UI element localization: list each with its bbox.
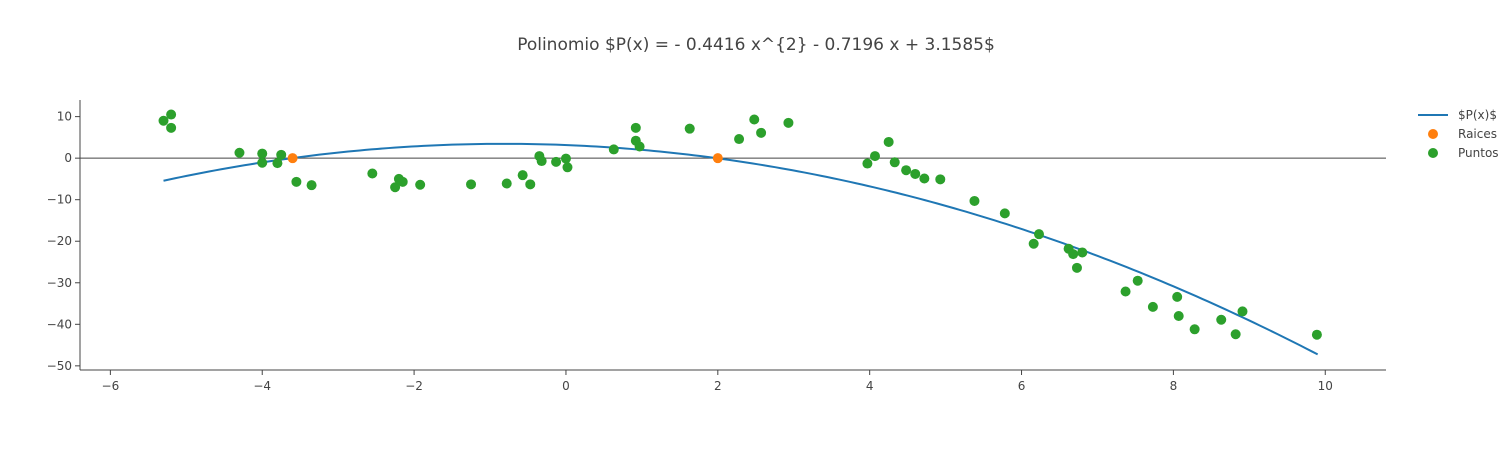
data-point (756, 127, 767, 138)
data-point (1120, 286, 1131, 297)
y-tick-label: 10 (57, 110, 72, 124)
data-point (1077, 247, 1088, 258)
data-point (166, 109, 177, 120)
data-point (684, 123, 695, 134)
data-point (889, 157, 900, 168)
x-tick-label: 2 (714, 379, 722, 393)
data-point (883, 136, 894, 147)
data-point (869, 151, 880, 162)
data-point (257, 148, 268, 159)
data-point (257, 157, 268, 168)
data-point (234, 147, 245, 158)
x-tick-label: −2 (405, 379, 423, 393)
data-point (1147, 301, 1158, 312)
x-tick-label: 10 (1318, 379, 1333, 393)
data-point (935, 174, 946, 185)
data-point (1071, 262, 1082, 273)
data-point (1237, 306, 1248, 317)
data-point (158, 115, 169, 126)
data-point (1068, 249, 1079, 260)
legend-item-label[interactable]: Puntos (1458, 146, 1499, 160)
data-point (415, 179, 426, 190)
y-tick-label: 0 (64, 151, 72, 165)
data-point (276, 149, 287, 160)
legend-marker-swatch[interactable] (1428, 129, 1438, 139)
y-tick-label: −30 (47, 276, 72, 290)
data-point (272, 158, 283, 169)
root-point (287, 153, 298, 164)
y-tick-label: −20 (47, 234, 72, 248)
legend-item-label[interactable]: Raices (1458, 127, 1497, 141)
x-tick-label: −6 (102, 379, 120, 393)
data-point (367, 168, 378, 179)
data-point (536, 156, 547, 167)
data-point (608, 144, 619, 155)
y-tick-label: −50 (47, 359, 72, 373)
data-point (1189, 324, 1200, 335)
data-point (999, 208, 1010, 219)
data-point (397, 176, 408, 187)
data-point (166, 122, 177, 133)
x-tick-label: 4 (866, 379, 874, 393)
legend[interactable]: $P(x)$ Raices Puntos (1418, 108, 1499, 160)
plot-area (158, 109, 1322, 356)
data-point (560, 153, 571, 164)
data-point (862, 158, 873, 169)
data-point (562, 162, 573, 173)
data-point (634, 141, 645, 152)
data-point (1172, 291, 1183, 302)
data-point (291, 176, 302, 187)
data-point (466, 179, 477, 190)
root-point (712, 153, 723, 164)
data-point (919, 173, 930, 184)
legend-marker-swatch[interactable] (1428, 148, 1438, 158)
data-point (551, 156, 562, 167)
data-point (969, 195, 980, 206)
data-point (1230, 329, 1241, 340)
polynomial-curve (163, 142, 1319, 356)
chart-title: Polinomio $P(x) = - 0.4416 x^{2} - 0.719… (517, 35, 995, 55)
data-point (749, 114, 760, 125)
data-point (783, 117, 794, 128)
data-point (1311, 329, 1322, 340)
data-point (517, 170, 528, 181)
legend-item-label[interactable]: $P(x)$ (1458, 108, 1497, 122)
data-point (1028, 238, 1039, 249)
data-point (734, 134, 745, 145)
data-point (525, 179, 536, 190)
data-point (910, 168, 921, 179)
data-point (306, 180, 317, 191)
y-tick-label: −40 (47, 317, 72, 331)
x-tick-label: 6 (1018, 379, 1026, 393)
x-tick-label: 8 (1170, 379, 1178, 393)
x-tick-label: 0 (562, 379, 570, 393)
data-point (1033, 229, 1044, 240)
data-point (1216, 314, 1227, 325)
data-point (901, 165, 912, 176)
y-tick-label: −10 (47, 193, 72, 207)
data-point (1132, 275, 1143, 286)
data-point (501, 178, 512, 189)
data-point (630, 122, 641, 133)
data-point (1173, 311, 1184, 321)
data-point (390, 182, 401, 193)
x-tick-label: −4 (253, 379, 271, 393)
